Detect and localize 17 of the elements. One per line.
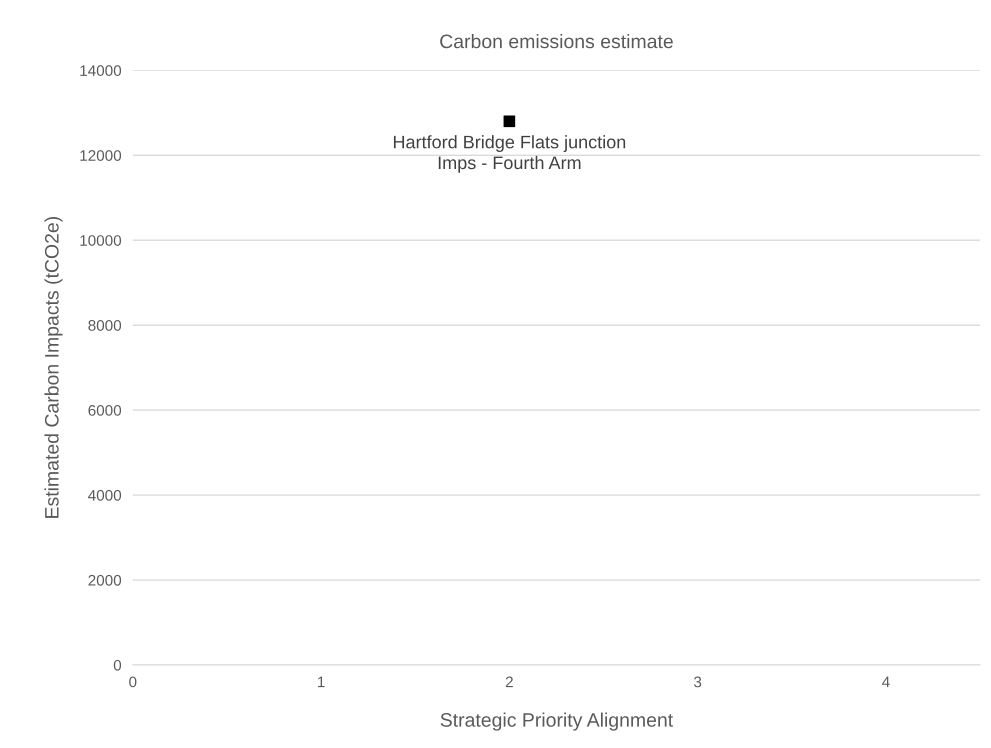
y-tick-label: 2000 (88, 574, 122, 586)
y-tick-label: 4000 (88, 490, 122, 501)
y-tick-label: 10000 (80, 235, 122, 246)
x-tick-label: 4 (882, 676, 890, 688)
x-tick-label: 2 (506, 676, 513, 688)
y-tick-label: 14000 (80, 65, 122, 76)
x-tick-label: 1 (318, 676, 325, 688)
y-axis-title: Estimated Carbon Impacts (tCO2e) (44, 217, 63, 518)
annotation: Hartford Bridge Flats junction Imps - Fourth Arm (394, 135, 626, 173)
y-tick-label: 0 (114, 660, 122, 671)
y-tick-label: 6000 (88, 404, 122, 416)
x-axis-title: Strategic Priority Alignment (440, 712, 674, 731)
x-tick-label: 3 (694, 676, 702, 688)
y-tick-label: 8000 (88, 320, 122, 331)
chart-title: Carbon emissions estimate (440, 34, 673, 48)
y-tick-label: 12000 (80, 150, 122, 161)
x-tick-label: 0 (129, 676, 136, 688)
